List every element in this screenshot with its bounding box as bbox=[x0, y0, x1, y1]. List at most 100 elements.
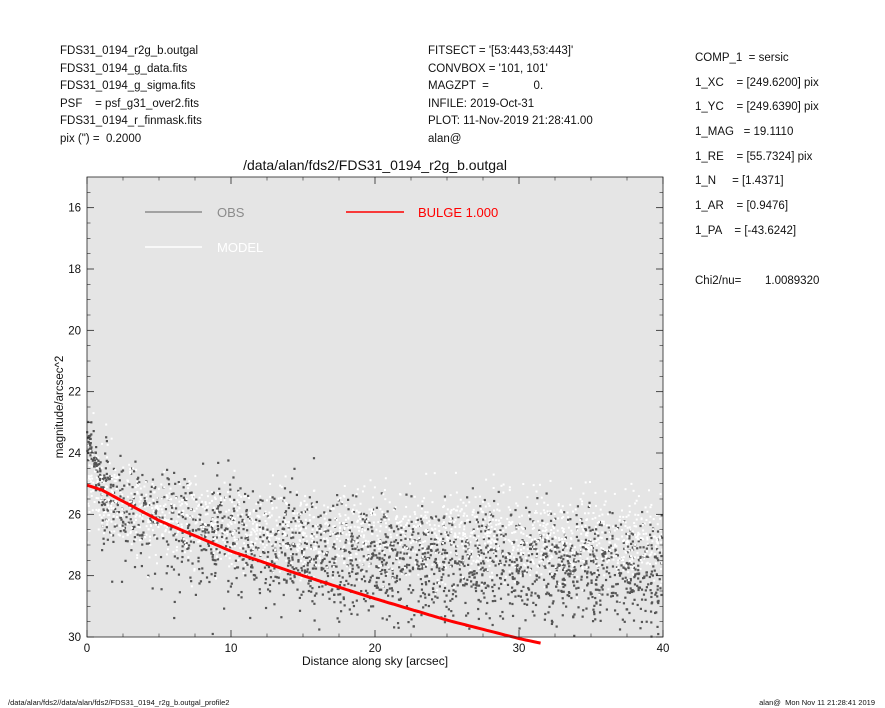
obs-point bbox=[552, 564, 555, 567]
obs-point bbox=[105, 440, 108, 443]
model-point bbox=[218, 534, 221, 537]
model-point bbox=[362, 541, 365, 544]
obs-point bbox=[548, 605, 551, 608]
model-point bbox=[344, 518, 347, 521]
model-point bbox=[119, 514, 122, 517]
obs-point bbox=[397, 598, 401, 601]
obs-point bbox=[573, 584, 576, 587]
obs-point bbox=[512, 541, 515, 544]
model-point bbox=[180, 523, 183, 526]
obs-point bbox=[284, 552, 287, 555]
obs-point bbox=[611, 565, 615, 568]
obs-point bbox=[513, 577, 516, 580]
obs-point bbox=[344, 549, 347, 552]
obs-point bbox=[142, 531, 145, 534]
model-point bbox=[394, 518, 397, 521]
model-point bbox=[419, 523, 422, 526]
obs-point bbox=[636, 547, 639, 550]
model-point bbox=[233, 565, 236, 568]
model-point bbox=[231, 533, 234, 536]
obs-point bbox=[210, 526, 214, 529]
model-point bbox=[540, 559, 543, 562]
obs-point bbox=[232, 541, 235, 545]
model-point bbox=[191, 496, 194, 499]
obs-point bbox=[517, 594, 520, 598]
model-point bbox=[579, 554, 582, 557]
model-point bbox=[299, 528, 302, 531]
obs-point bbox=[555, 569, 558, 572]
model-point bbox=[613, 529, 616, 532]
model-point bbox=[635, 525, 638, 528]
obs-point bbox=[475, 572, 478, 575]
obs-point bbox=[297, 560, 300, 563]
model-point bbox=[193, 567, 196, 570]
model-point bbox=[372, 510, 375, 513]
model-point bbox=[247, 513, 250, 516]
obs-point bbox=[443, 586, 447, 590]
model-point bbox=[156, 562, 159, 565]
model-point bbox=[387, 566, 390, 569]
model-point bbox=[300, 576, 303, 579]
model-point bbox=[313, 546, 316, 549]
obs-point bbox=[517, 581, 520, 585]
model-point bbox=[488, 531, 491, 534]
obs-point bbox=[485, 612, 488, 615]
obs-point bbox=[467, 563, 470, 566]
model-point bbox=[243, 495, 246, 498]
obs-point bbox=[569, 549, 572, 552]
obs-point bbox=[585, 607, 588, 610]
obs-point bbox=[571, 553, 575, 556]
model-point bbox=[200, 493, 203, 496]
obs-point bbox=[650, 536, 653, 540]
model-point bbox=[315, 535, 318, 538]
obs-point bbox=[372, 592, 375, 595]
model-point bbox=[232, 516, 235, 519]
obs-point bbox=[598, 589, 601, 592]
model-point bbox=[446, 508, 449, 511]
model-point bbox=[188, 484, 191, 487]
model-point bbox=[266, 532, 269, 535]
obs-point bbox=[602, 567, 605, 570]
model-point bbox=[95, 476, 98, 479]
model-point bbox=[330, 508, 333, 511]
obs-point bbox=[228, 495, 231, 498]
obs-point bbox=[302, 555, 305, 558]
model-point bbox=[343, 495, 346, 498]
obs-point bbox=[447, 561, 451, 564]
obs-point bbox=[591, 620, 595, 623]
obs-point bbox=[538, 576, 541, 579]
obs-point bbox=[197, 560, 200, 563]
obs-point bbox=[660, 593, 663, 597]
obs-point bbox=[185, 498, 188, 502]
obs-point bbox=[398, 578, 401, 581]
obs-point bbox=[242, 567, 245, 570]
obs-point bbox=[177, 539, 181, 543]
obs-point bbox=[594, 583, 597, 586]
model-point bbox=[424, 547, 427, 550]
model-point bbox=[407, 538, 410, 541]
obs-point bbox=[170, 506, 174, 509]
model-point bbox=[285, 559, 288, 562]
model-point bbox=[293, 512, 296, 515]
obs-point bbox=[565, 569, 568, 573]
model-point bbox=[571, 549, 574, 552]
obs-point bbox=[343, 584, 346, 587]
model-point bbox=[629, 528, 632, 531]
obs-point bbox=[136, 478, 139, 481]
model-point bbox=[444, 564, 447, 567]
model-point bbox=[384, 544, 387, 547]
obs-point bbox=[351, 494, 355, 497]
obs-point bbox=[173, 471, 176, 474]
obs-point bbox=[499, 615, 502, 618]
obs-point bbox=[516, 580, 519, 584]
model-point bbox=[149, 523, 152, 526]
model-point bbox=[449, 517, 452, 520]
obs-point bbox=[567, 568, 570, 571]
model-point bbox=[304, 495, 307, 498]
model-point bbox=[118, 534, 121, 537]
obs-point bbox=[574, 560, 577, 563]
obs-point bbox=[548, 562, 551, 565]
model-point bbox=[323, 528, 326, 531]
obs-point bbox=[619, 523, 623, 526]
obs-point bbox=[368, 580, 371, 584]
